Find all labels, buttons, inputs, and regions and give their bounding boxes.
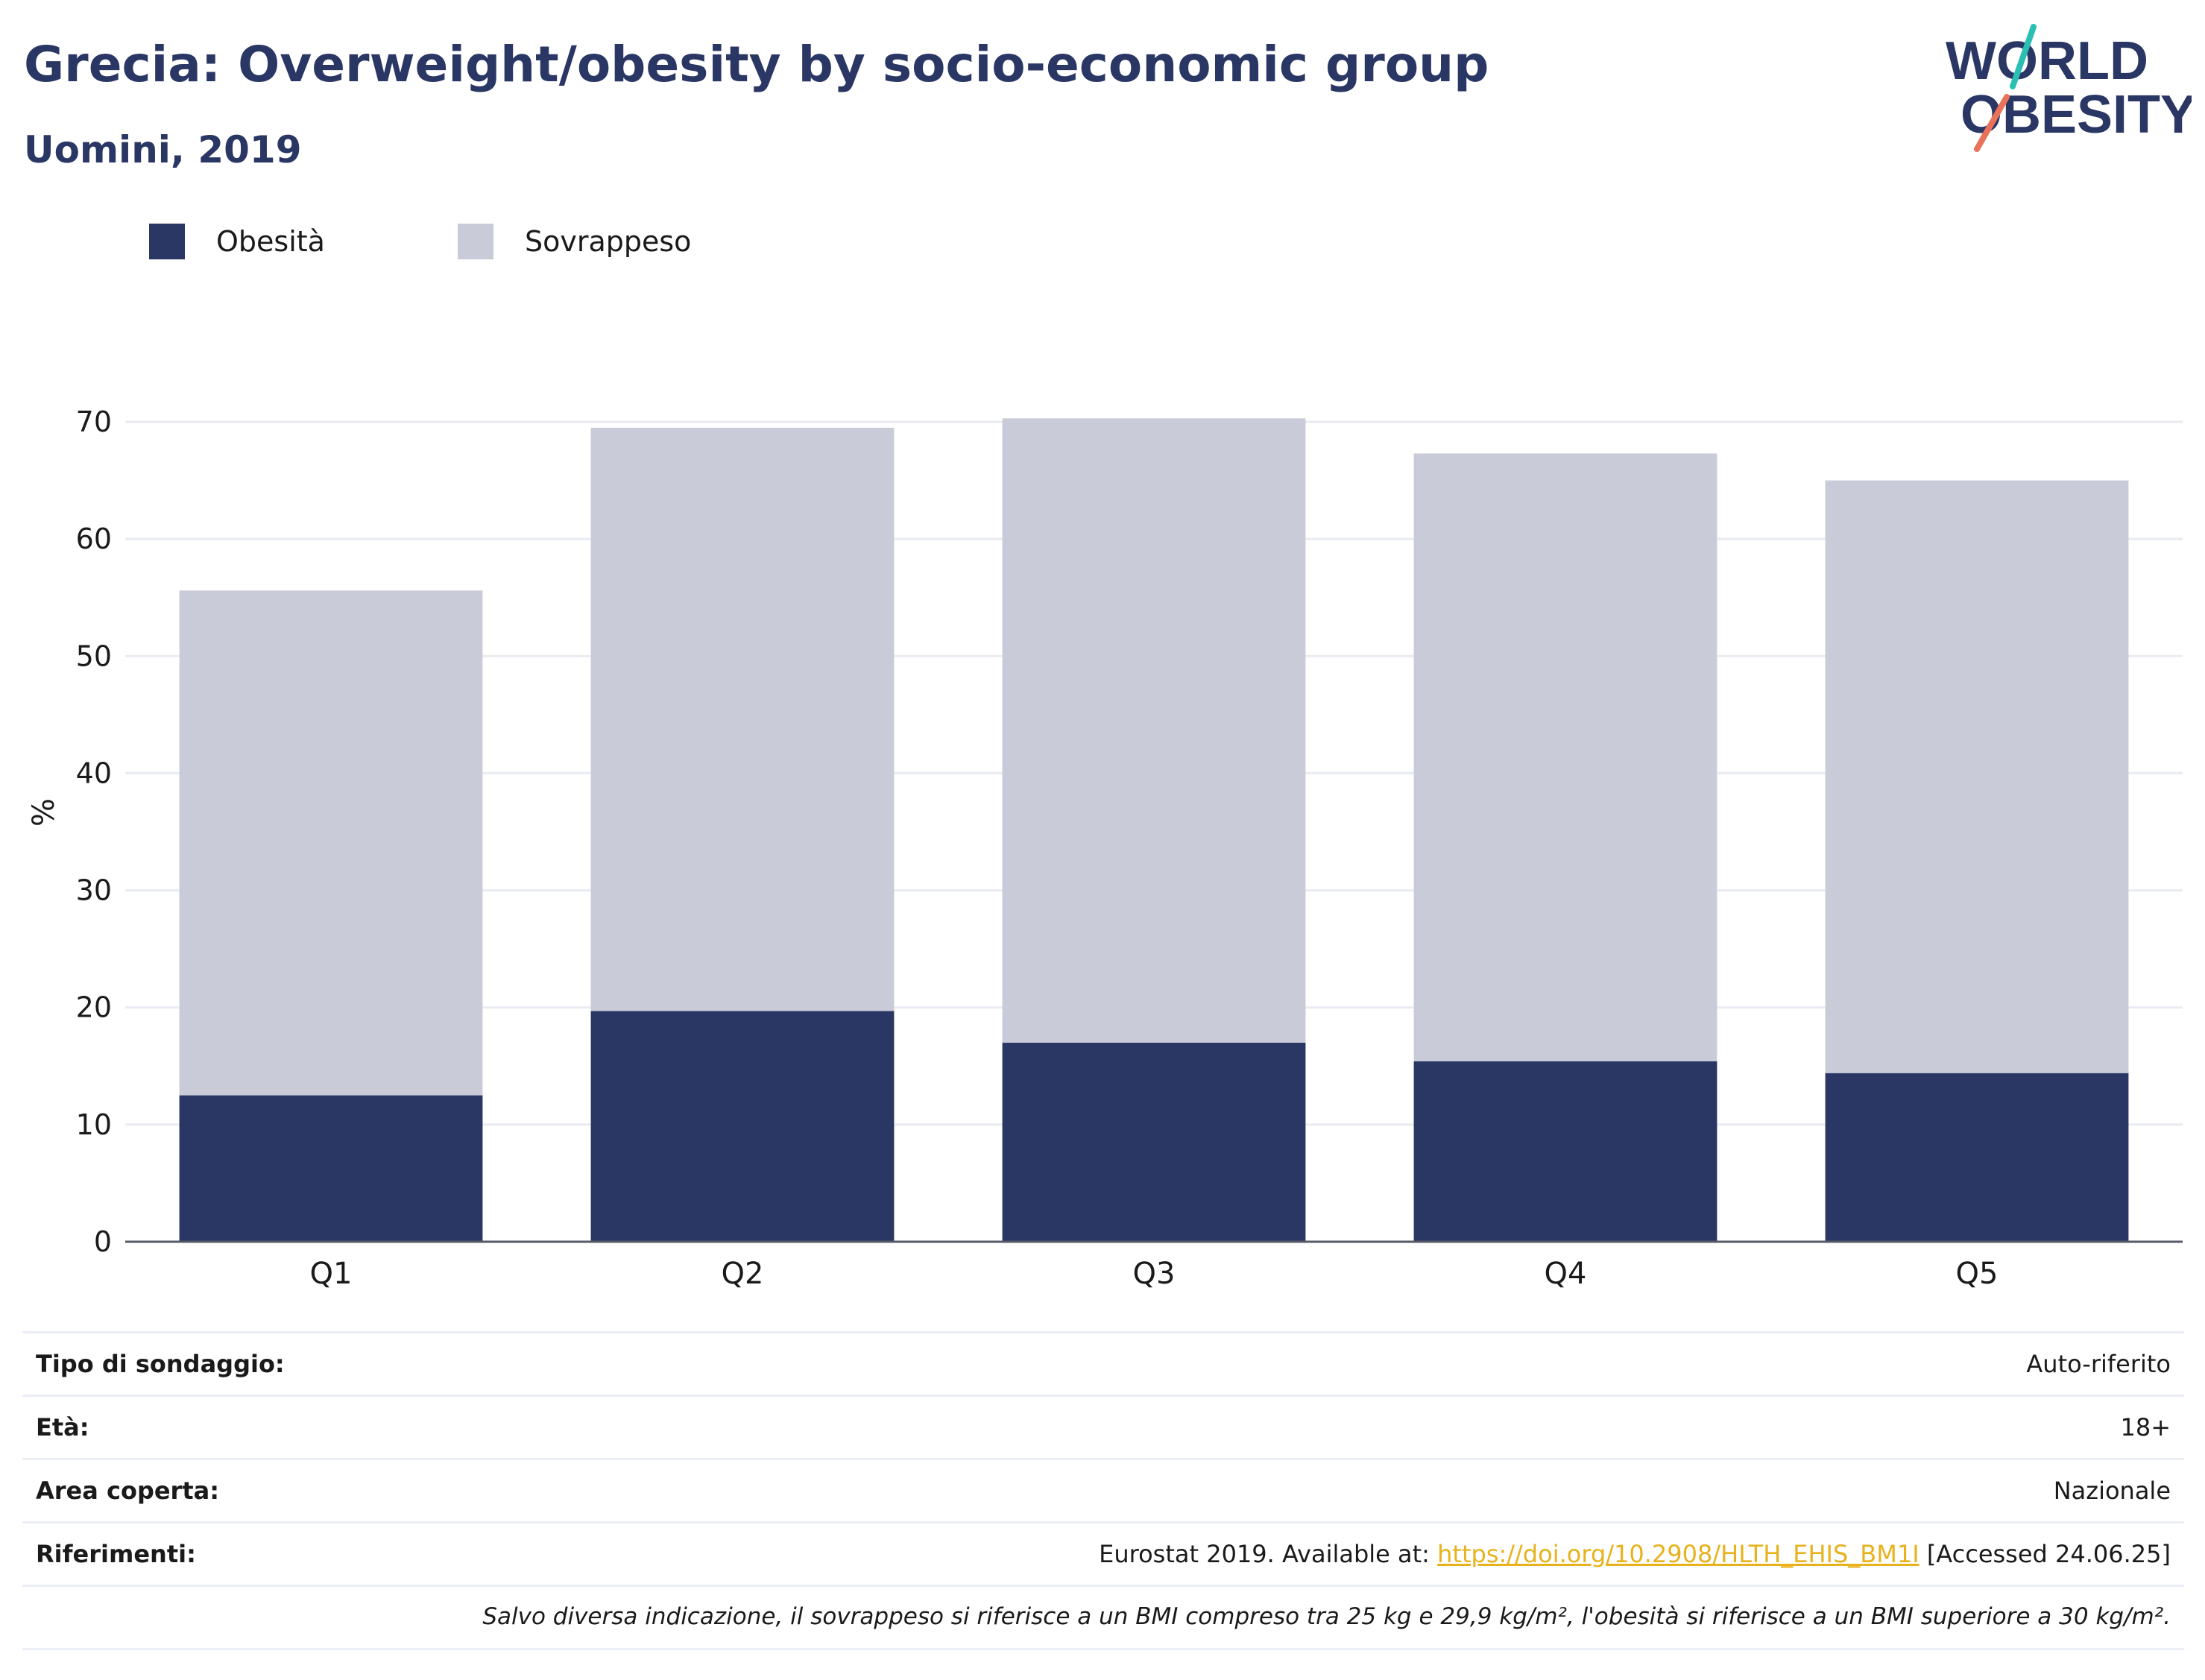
x-tick-label: Q2: [722, 1257, 764, 1291]
y-tick-label: 0: [94, 1225, 112, 1258]
y-axis-label: %: [27, 798, 61, 827]
bar-overweight-q3: [1002, 418, 1306, 1043]
y-tick-label: 30: [76, 874, 112, 907]
x-tick-label: Q1: [310, 1257, 353, 1291]
meta-row-age: Età: 18+: [22, 1395, 2184, 1458]
meta-value-survey-type: Auto-riferito: [2026, 1350, 2171, 1378]
axes: 0 10 20 30 40 50 60 70 Q1 Q2 Q3 Q4 Q5: [76, 405, 2183, 1291]
meta-value-references: Eurostat 2019. Available at: https://doi…: [1099, 1540, 2171, 1568]
x-tick-label: Q3: [1133, 1257, 1176, 1291]
y-tick-label: 50: [76, 640, 112, 672]
meta-key-survey-type: Tipo di sondaggio:: [36, 1350, 285, 1378]
logo-line1: WORLD: [1946, 31, 2148, 91]
meta-key-references: Riferimenti:: [36, 1540, 196, 1568]
bar-obesity-q5: [1825, 1073, 2129, 1242]
bar-obesity-q2: [590, 1011, 895, 1242]
meta-row-references: Riferimenti: Eurostat 2019. Available at…: [22, 1521, 2184, 1585]
meta-key-area: Area coperta:: [36, 1477, 220, 1505]
references-suffix: [Accessed 24.06.25]: [1919, 1540, 2171, 1568]
metadata-table: Tipo di sondaggio: Auto-riferito Età: 18…: [22, 1331, 2184, 1650]
bar-obesity-q3: [1002, 1042, 1306, 1242]
y-tick-label: 60: [76, 522, 112, 555]
legend-label-obesity: Obesità: [216, 225, 325, 258]
bar-overweight-q4: [1413, 453, 1717, 1061]
references-prefix: Eurostat 2019. Available at:: [1099, 1540, 1438, 1568]
y-tick-label: 10: [76, 1108, 112, 1141]
meta-key-age: Età:: [36, 1413, 89, 1441]
legend-swatch-overweight: [458, 224, 493, 259]
bar-obesity-q4: [1413, 1061, 1717, 1242]
bar-overweight-q1: [179, 590, 483, 1096]
y-tick-label: 40: [76, 757, 112, 789]
definition-note: Salvo diversa indicazione, il sovrappeso…: [482, 1603, 2171, 1630]
references-link[interactable]: https://doi.org/10.2908/HLTH_EHIS_BM1I: [1437, 1540, 1919, 1568]
meta-row-area: Area coperta: Nazionale: [22, 1458, 2184, 1521]
meta-row-note: Salvo diversa indicazione, il sovrappeso…: [22, 1585, 2184, 1650]
bars: [179, 418, 2129, 1242]
bar-overweight-q5: [1825, 480, 2129, 1073]
legend-swatch-obesity: [149, 224, 185, 259]
legend-label-overweight: Sovrappeso: [525, 225, 692, 258]
meta-value-area: Nazionale: [2053, 1477, 2171, 1505]
bar-overweight-q2: [590, 427, 895, 1011]
y-tick-label: 70: [76, 405, 112, 438]
stacked-bar-chart: 0 10 20 30 40 50 60 70 Q1 Q2 Q3 Q4 Q5 %: [27, 405, 2183, 1291]
meta-row-survey-type: Tipo di sondaggio: Auto-riferito: [22, 1331, 2184, 1395]
x-tick-label: Q4: [1545, 1257, 1587, 1291]
chart-subtitle: Uomini, 2019: [24, 128, 302, 171]
bar-obesity-q1: [179, 1095, 483, 1242]
x-tick-label: Q5: [1956, 1257, 1999, 1291]
chart-title: Grecia: Overweight/obesity by socio-econ…: [24, 36, 1489, 93]
y-tick-label: 20: [76, 991, 112, 1024]
meta-value-age: 18+: [2120, 1413, 2171, 1441]
world-obesity-logo: WORLD OBESITY: [1946, 24, 2192, 152]
